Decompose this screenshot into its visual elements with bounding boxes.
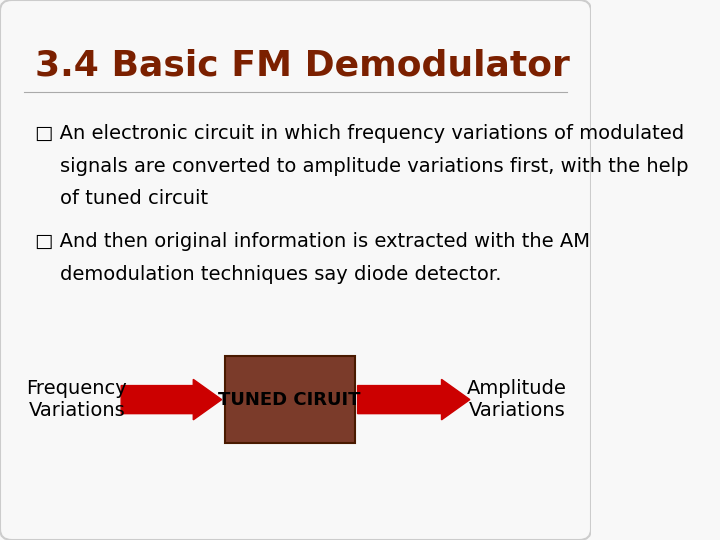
FancyBboxPatch shape: [0, 0, 591, 540]
Text: demodulation techniques say diode detector.: demodulation techniques say diode detect…: [35, 265, 502, 284]
Text: □ An electronic circuit in which frequency variations of modulated: □ An electronic circuit in which frequen…: [35, 124, 685, 143]
Text: signals are converted to amplitude variations first, with the help: signals are converted to amplitude varia…: [35, 157, 689, 176]
Text: Frequency
Variations: Frequency Variations: [27, 379, 127, 420]
FancyArrow shape: [121, 379, 222, 420]
FancyArrow shape: [358, 379, 470, 420]
FancyBboxPatch shape: [225, 356, 355, 443]
Text: Amplitude
Variations: Amplitude Variations: [467, 379, 567, 420]
Text: 3.4 Basic FM Demodulator: 3.4 Basic FM Demodulator: [35, 49, 570, 83]
Text: TUNED CIRUIT: TUNED CIRUIT: [218, 390, 361, 409]
Text: of tuned circuit: of tuned circuit: [35, 189, 209, 208]
Text: □ And then original information is extracted with the AM: □ And then original information is extra…: [35, 232, 590, 251]
